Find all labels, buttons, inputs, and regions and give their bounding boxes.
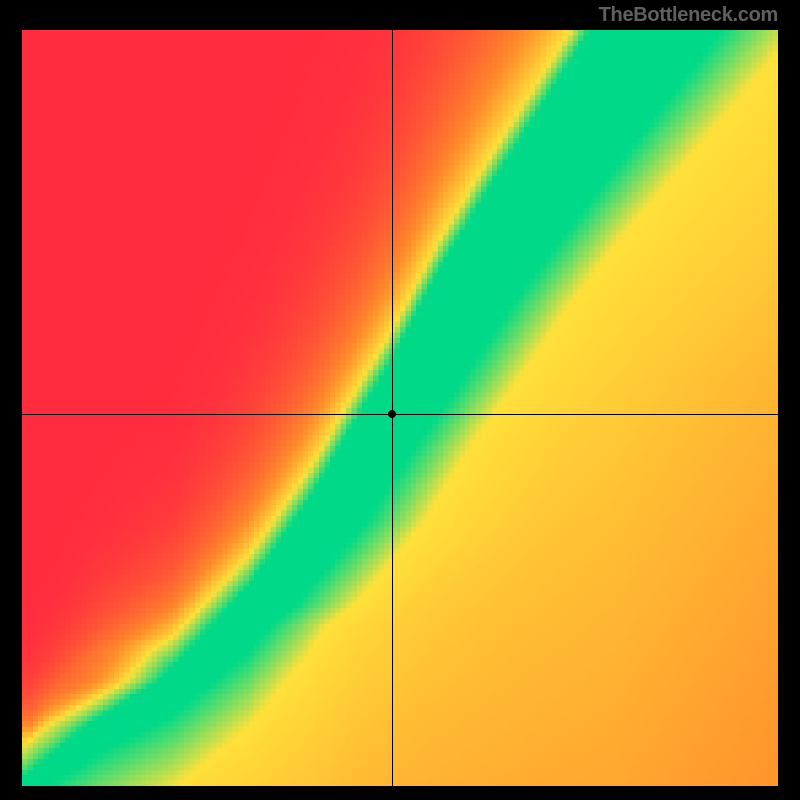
crosshair-horizontal <box>22 414 778 415</box>
heatmap-canvas <box>22 30 778 786</box>
crosshair-vertical <box>392 30 393 786</box>
heatmap-plot <box>22 30 778 786</box>
figure-container: TheBottleneck.com <box>0 0 800 800</box>
crosshair-marker <box>388 410 396 418</box>
watermark-text: TheBottleneck.com <box>599 4 778 27</box>
